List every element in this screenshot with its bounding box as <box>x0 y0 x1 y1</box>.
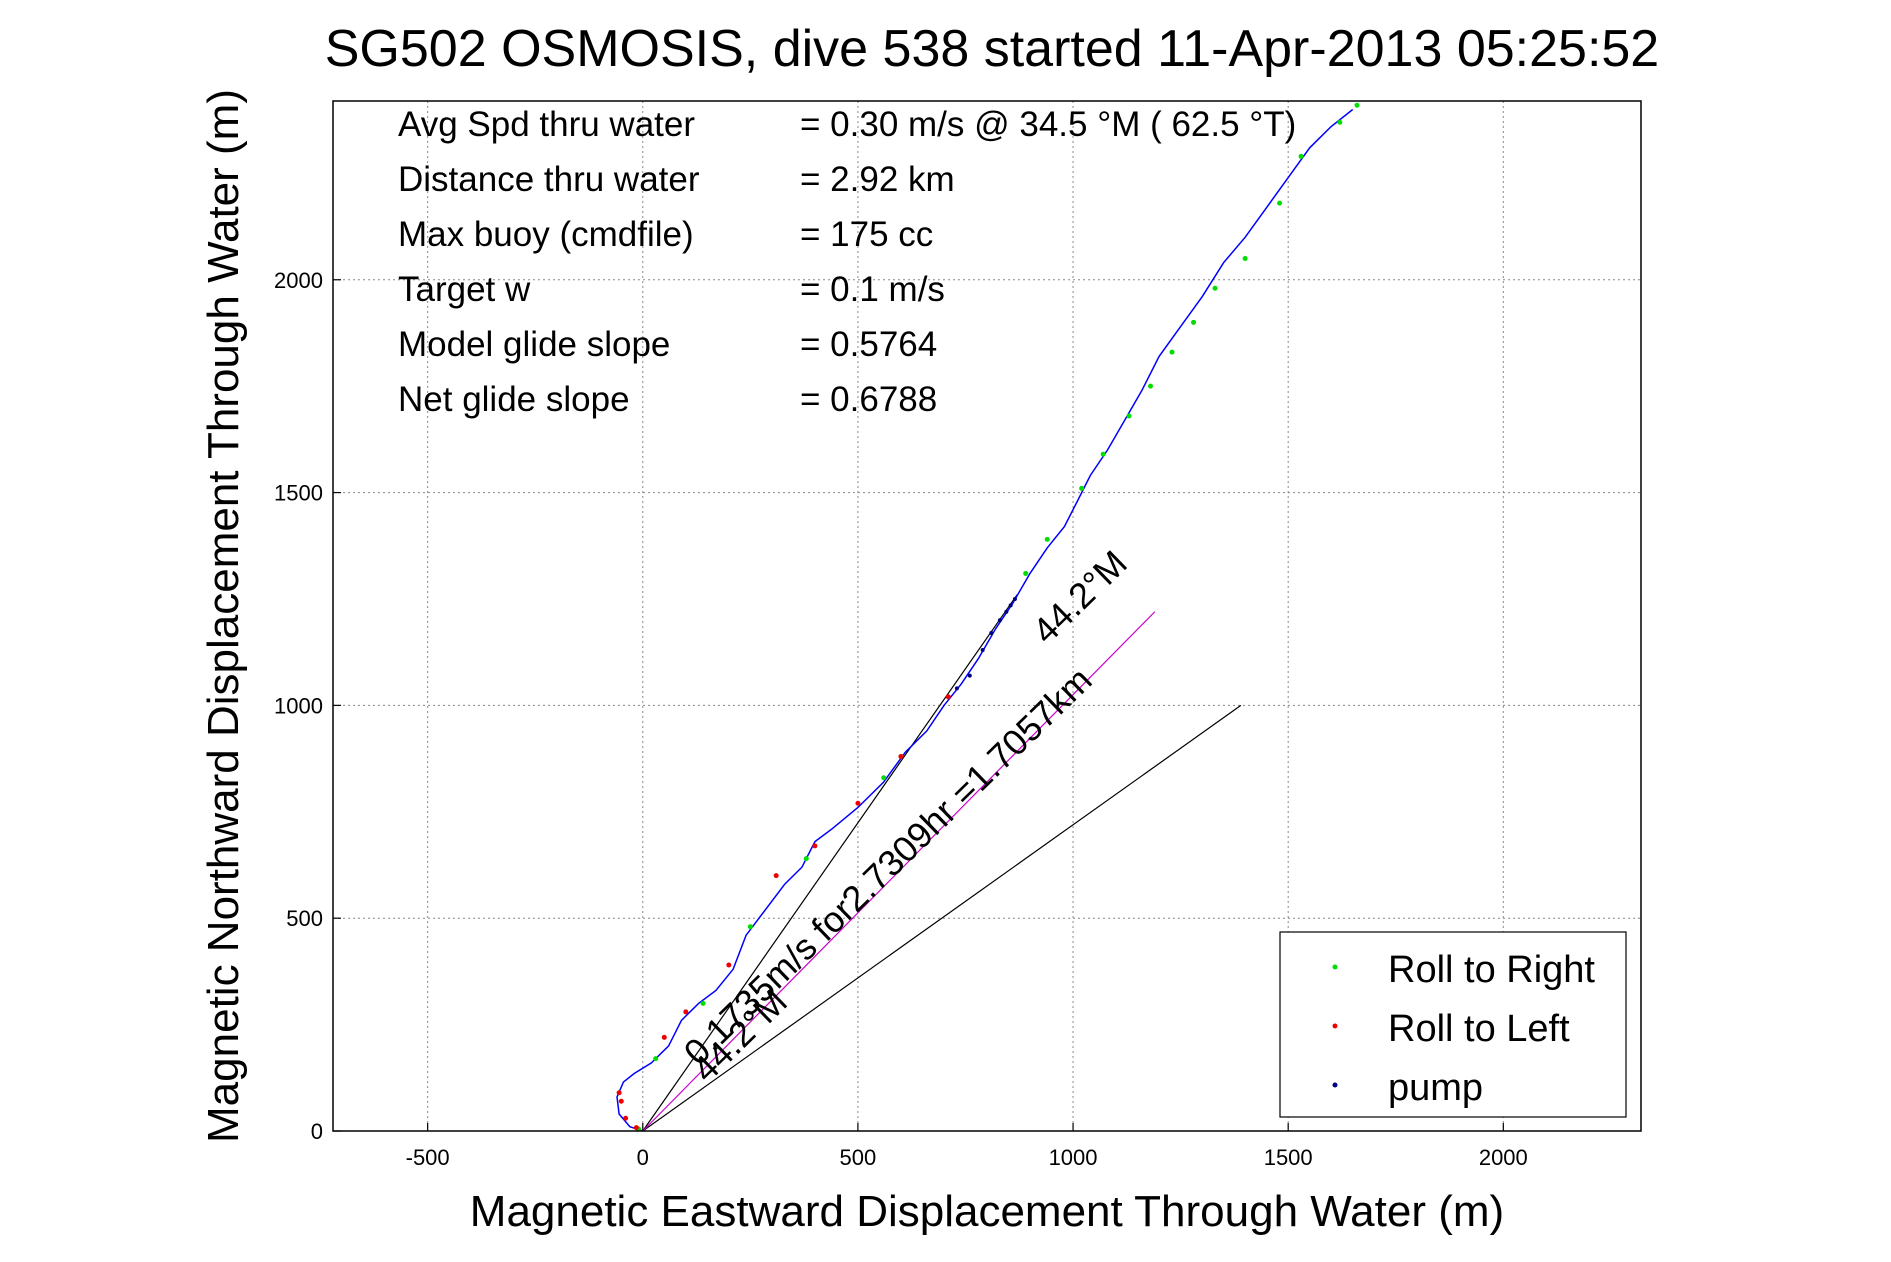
roll-right-point <box>881 775 887 781</box>
stat-label: Net glide slope <box>398 380 630 419</box>
stat-value: = 175 cc <box>800 215 933 254</box>
roll-right-point <box>1169 349 1175 355</box>
stat-label: Target w <box>398 270 531 309</box>
grid-lines <box>333 101 1641 1132</box>
roll-right-point <box>747 924 753 930</box>
y-tick-label: 1500 <box>274 481 323 506</box>
stat-label: Avg Spd thru water <box>398 105 695 144</box>
x-tick-label: 0 <box>637 1145 649 1170</box>
track-series <box>616 108 1354 1132</box>
roll-right-point <box>1079 485 1085 491</box>
stat-value: = 2.92 km <box>800 160 955 199</box>
pump-point <box>980 648 985 653</box>
roll-right-point <box>1148 383 1153 389</box>
legend-entry: Roll to Left <box>1388 1008 1570 1050</box>
x-tick-label: 1500 <box>1264 1145 1313 1170</box>
roll-left-point <box>683 1009 689 1015</box>
stat-label: Distance thru water <box>398 160 700 199</box>
pump-point <box>997 618 1002 623</box>
track-line <box>616 108 1354 1132</box>
y-tick-label: 2000 <box>274 268 323 293</box>
roll-left-point <box>773 873 779 879</box>
roll-right-point <box>1242 255 1248 261</box>
depth-average-line <box>642 611 1156 1132</box>
legend: Roll to Right Roll to Left pump <box>1279 931 1627 1118</box>
stat-value: = 0.1 m/s <box>800 270 945 309</box>
plot-frame <box>332 100 1642 1132</box>
roll-left-point <box>898 753 904 759</box>
axis-ticks: -500 0 500 1000 1500 2000 0 500 1000 1500 2000 <box>274 268 1528 1170</box>
roll-right-point <box>1044 536 1050 542</box>
roll-right-point <box>1212 285 1218 291</box>
roll-left-point <box>945 694 951 700</box>
y-tick-label: 500 <box>286 906 323 931</box>
roll-left-point <box>618 1098 624 1104</box>
roll-left-point <box>855 800 861 806</box>
chart-title: SG502 OSMOSIS, dive 538 started 11-Apr-2… <box>325 20 1659 78</box>
y-axis-label: Magnetic Northward Displacement Through … <box>199 89 248 1143</box>
current-vector <box>642 704 1242 1132</box>
roll-right-point <box>1100 451 1106 457</box>
pump-point <box>1012 596 1017 601</box>
x-tick-label: -500 <box>406 1145 450 1170</box>
x-axis-label: Magnetic Eastward Displacement Through W… <box>470 1187 1504 1236</box>
pump-point <box>1008 603 1013 608</box>
legend-marker <box>1332 1023 1338 1029</box>
stat-value: = 0.5764 <box>800 325 937 364</box>
direct-line-to-end <box>642 594 1018 1132</box>
roll-right-point <box>1337 119 1343 125</box>
roll-right-point <box>653 1056 659 1062</box>
roll-right-point <box>1354 102 1360 108</box>
roll-right-point <box>1191 319 1197 325</box>
y-tick-label: 0 <box>311 1119 323 1144</box>
legend-marker <box>1332 1082 1338 1088</box>
stat-label: Max buoy (cmdfile) <box>398 215 694 254</box>
roll-left-point <box>812 843 818 849</box>
y-tick-label: 1000 <box>274 693 323 718</box>
roll-right-point <box>803 856 809 862</box>
pump-point <box>954 686 959 691</box>
x-tick-label: 2000 <box>1479 1145 1528 1170</box>
roll-right-point <box>1023 570 1029 576</box>
stat-value: = 0.30 m/s @ 34.5 °M ( 62.5 °T) <box>800 105 1296 144</box>
legend-marker <box>1332 964 1338 970</box>
roll-right-point <box>1277 200 1283 206</box>
roll-left-point <box>633 1125 639 1131</box>
x-tick-label: 500 <box>840 1145 877 1170</box>
legend-entry: pump <box>1388 1067 1483 1109</box>
legend-entry: Roll to Right <box>1388 949 1595 991</box>
roll-left-point <box>726 962 732 968</box>
stats-text-block: Avg Spd thru water = 0.30 m/s @ 34.5 °M (… <box>398 105 1296 419</box>
stat-value: = 0.6788 <box>800 380 937 419</box>
roll-left-point <box>623 1115 629 1121</box>
roll-right-point <box>1298 153 1304 159</box>
roll-left-point <box>616 1090 622 1096</box>
pump-point <box>1004 609 1009 614</box>
roll-right-point <box>1126 413 1132 419</box>
reference-lines <box>642 594 1242 1132</box>
stat-label: Model glide slope <box>398 325 670 364</box>
roll-right-point <box>700 1000 706 1006</box>
roll-left-point <box>661 1034 667 1040</box>
pump-point <box>989 631 994 636</box>
x-tick-label: 1000 <box>1049 1145 1098 1170</box>
legend-box <box>1279 931 1627 1118</box>
pump-point <box>967 673 972 678</box>
roll-points <box>616 102 1360 1132</box>
